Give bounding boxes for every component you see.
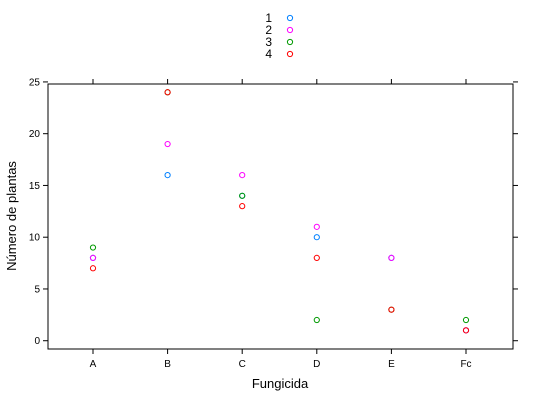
- x-tick-label: B: [164, 359, 171, 370]
- y-tick-label: 25: [29, 77, 41, 88]
- x-tick-label: D: [313, 359, 320, 370]
- data-point-series-1: [164, 171, 171, 179]
- data-points: [89, 89, 470, 334]
- y-tick-label: 5: [34, 284, 40, 295]
- legend-marker: [286, 14, 294, 22]
- y-axis-label: Número de plantas: [4, 161, 19, 271]
- x-tick-label: E: [388, 359, 395, 370]
- data-point-series-3: [462, 316, 470, 324]
- data-point-series-4: [388, 306, 395, 313]
- data-point-series-1: [313, 234, 320, 241]
- x-tick-label: Fc: [460, 359, 471, 370]
- data-point-series-2: [89, 254, 97, 262]
- data-point-series-3: [313, 316, 320, 324]
- data-point-series-4: [239, 203, 246, 210]
- x-tick-label: C: [239, 359, 246, 370]
- data-point-series-2: [239, 171, 246, 179]
- y-tick-label: 20: [29, 129, 41, 140]
- legend-label: 2: [265, 23, 272, 37]
- legend-label: 1: [265, 11, 272, 25]
- x-axis-label: Fungicida: [252, 376, 309, 391]
- data-point-series-2: [164, 140, 171, 148]
- y-tick-label: 10: [29, 233, 41, 244]
- data-point-series-4: [462, 327, 470, 334]
- data-point-series-4: [313, 254, 320, 262]
- data-point-series-2: [313, 223, 320, 230]
- legend-label: 4: [265, 47, 272, 61]
- axis-ticks: 0 5 10 15 20 25 A B C D E Fc: [29, 77, 518, 370]
- data-point-series-3: [239, 192, 246, 199]
- data-point-series-3: [89, 244, 97, 251]
- x-tick-label: A: [90, 359, 97, 370]
- legend-marker: [286, 26, 294, 34]
- plot-panel: [47, 83, 514, 350]
- legend-label: 3: [265, 35, 272, 49]
- y-tick-label: 0: [34, 336, 40, 347]
- data-point-series-2: [388, 254, 395, 262]
- legend-marker: [286, 50, 294, 58]
- data-point-series-4: [89, 265, 97, 272]
- y-tick-label: 15: [29, 181, 41, 192]
- legend-marker: [286, 38, 294, 46]
- data-point-series-4: [164, 89, 171, 96]
